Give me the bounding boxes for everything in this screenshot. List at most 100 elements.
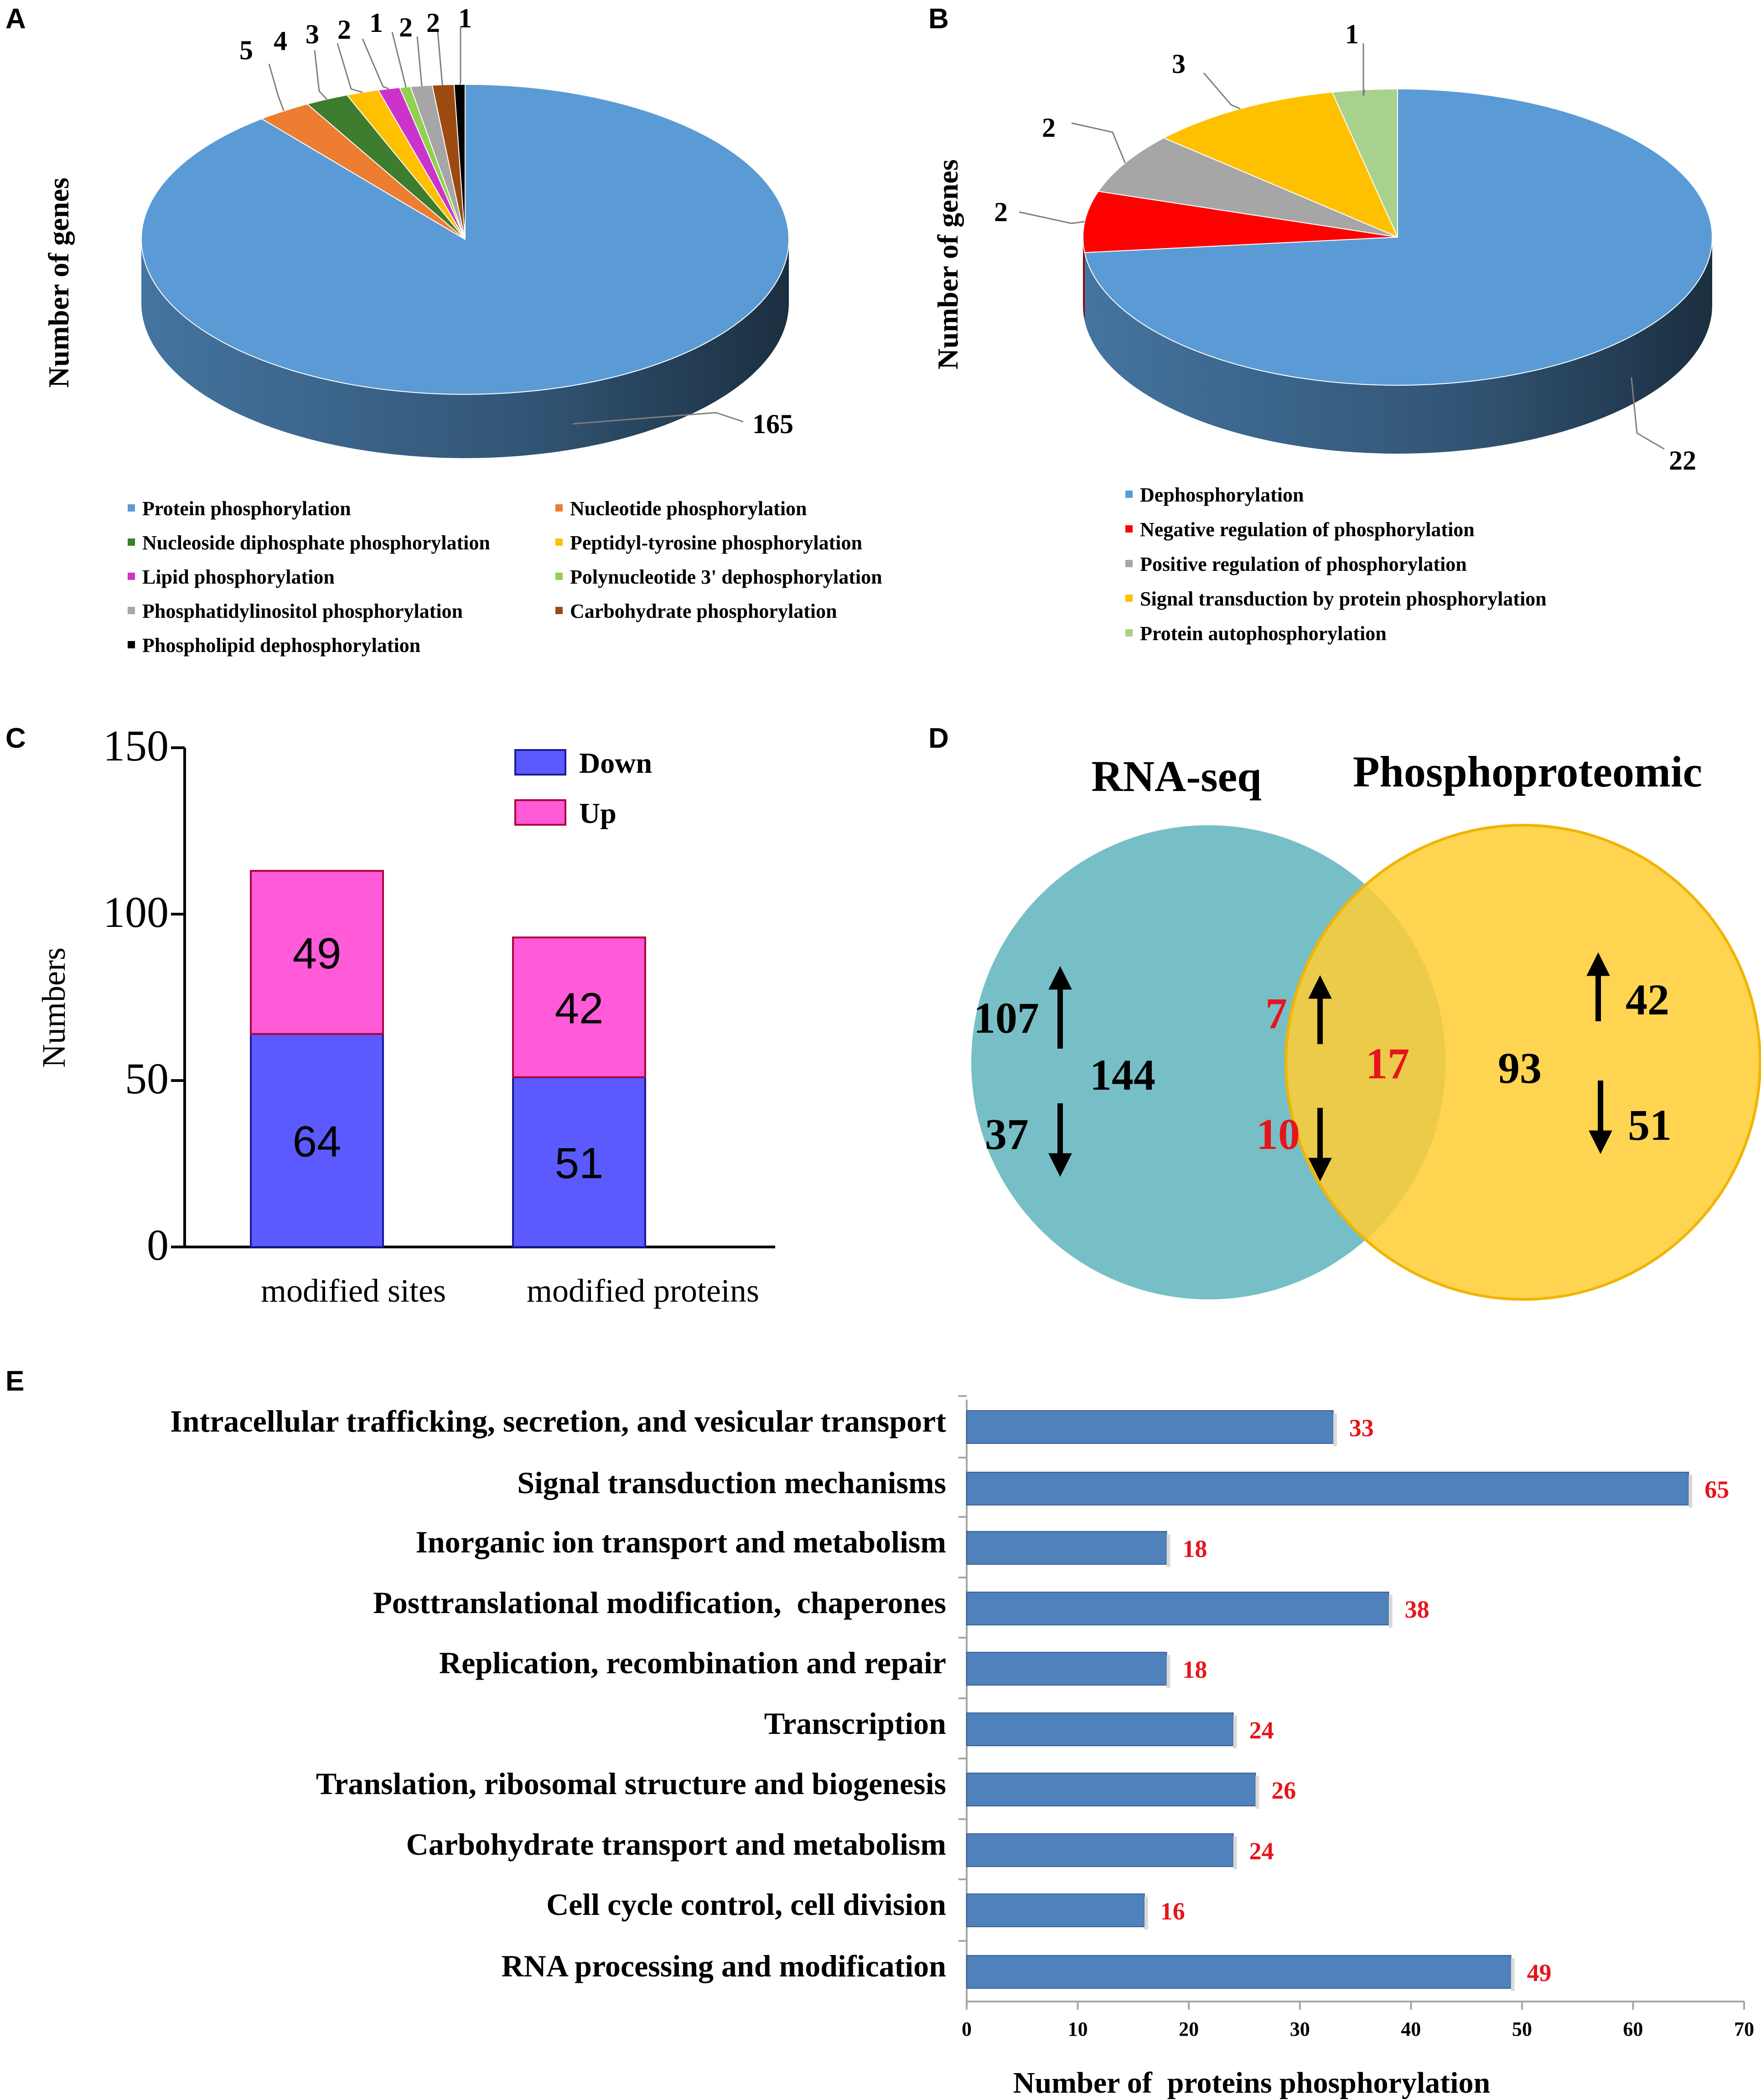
- pie-leader-0: [573, 412, 744, 425]
- panel-e-xlabel: Number of proteins phosphorylation: [1013, 2066, 1490, 2100]
- bar-value-label-1: 65: [1704, 1476, 1729, 1503]
- bar-value-label-4: 18: [1182, 1656, 1207, 1683]
- pie-leader-3: [337, 43, 363, 93]
- legend-label-6: Phosphatidylinositol phosphorylation: [142, 600, 463, 622]
- bar-shadow-4: [1166, 1655, 1171, 1688]
- venn-set-phosphoproteomic: Phosphoproteomic: [1353, 747, 1702, 796]
- y-tick-label: 100: [103, 888, 169, 936]
- pie-leader-7: [437, 31, 444, 86]
- x-category-label-1: modified proteins: [527, 1272, 759, 1309]
- venn-rna-down: 37: [985, 1110, 1029, 1159]
- bar-up-1: [512, 936, 646, 1078]
- pie-side-0: [1084, 237, 1712, 454]
- arrow-down-icon: [1048, 1103, 1072, 1177]
- legend-swatch-1: [555, 504, 563, 512]
- legend-swatch-1: [1125, 525, 1133, 533]
- x-tick-label: 20: [1179, 2018, 1199, 2040]
- venn-overlap-up: 7: [1265, 989, 1287, 1038]
- legend-label-2: Nucleoside diphosphate phosphorylation: [142, 532, 490, 554]
- bar-shadow-6: [1255, 1776, 1259, 1809]
- pie-leader-4: [1362, 43, 1366, 96]
- pie-data-label-3: 3: [306, 19, 319, 49]
- bar-9: [966, 1955, 1512, 1989]
- arrow-down-icon: [1308, 1108, 1332, 1182]
- bar-8: [966, 1893, 1145, 1927]
- pie-data-label-2: 2: [1042, 113, 1056, 143]
- pie-data-label-1: 5: [239, 35, 253, 65]
- pie-leader-2: [314, 50, 327, 100]
- pie-data-label-0: 22: [1669, 445, 1696, 476]
- y-category-label-3: Posttranslational modification, chaperon…: [373, 1585, 946, 1620]
- bar-shadow-5: [1233, 1716, 1237, 1748]
- bar-value-label-6: 26: [1271, 1777, 1296, 1804]
- bar-chart-c: 0 50 100 150 64 49 modified sites 51 42 modified …: [103, 721, 775, 1309]
- bar-shadow-8: [1144, 1897, 1148, 1929]
- bar-4: [966, 1652, 1167, 1686]
- pie-leader-4: [362, 38, 389, 89]
- bar-shadow-9: [1511, 1958, 1515, 1991]
- pie-leader-0: [1631, 377, 1665, 450]
- legend-swatch-up: [514, 799, 566, 826]
- y-tick-label: 0: [147, 1221, 169, 1269]
- legend-label-up: Up: [579, 797, 616, 829]
- y-category-label-5: Transcription: [764, 1706, 946, 1741]
- bar-value-label-7: 24: [1249, 1837, 1274, 1865]
- pie-slice-0: [1084, 88, 1713, 386]
- pie-side-1: [1083, 237, 1085, 321]
- bar-shadow-7: [1233, 1836, 1237, 1869]
- venn-arrows: [1048, 952, 1612, 1182]
- legend-label-4: Protein autophosphorylation: [1140, 622, 1387, 645]
- legend-swatch-5: [555, 573, 563, 580]
- y-category-label-2: Inorganic ion transport and metabolism: [415, 1525, 946, 1559]
- panel-c-letter: C: [5, 723, 26, 754]
- pie-leader-1: [1019, 211, 1085, 224]
- bar-value-label-9: 49: [1527, 1959, 1552, 1986]
- legend-swatch-8: [128, 641, 135, 648]
- panel-d-letter: D: [928, 723, 949, 754]
- pie-data-label-4: 1: [1345, 19, 1359, 49]
- bar-chart-e: 0 10 20 30 40 50 60 70 33 Intracellular trafficki…: [170, 1395, 1754, 2040]
- legend-swatch-3: [555, 538, 563, 546]
- venn-circle-phosphoproteomic: [1284, 824, 1761, 1301]
- legend-swatch-3: [1125, 595, 1133, 602]
- y-tick-label: 150: [103, 721, 169, 770]
- legend-label-5: Polynucleotide 3' dephosphorylation: [570, 566, 882, 588]
- legend-label-3: Signal transduction by protein phosphory…: [1140, 588, 1547, 610]
- x-tick-label: 40: [1401, 2018, 1421, 2040]
- bar-shadow-1: [1688, 1475, 1693, 1508]
- pie-data-label-5: 1: [369, 8, 383, 38]
- pie-data-label-8: 1: [458, 3, 472, 33]
- legend-label-down: Down: [579, 747, 652, 779]
- x-tick-label: 70: [1734, 2018, 1754, 2040]
- y-category-label-4: Replication, recombination and repair: [439, 1645, 946, 1680]
- bar-up-0: [250, 870, 384, 1035]
- pie-data-label-4: 2: [337, 15, 351, 45]
- bar-shadow-2: [1166, 1534, 1171, 1567]
- x-tick-label: 10: [1068, 2018, 1088, 2040]
- pie-data-label-3: 3: [1172, 49, 1186, 79]
- panel-b-ylabel: Number of genes: [932, 160, 964, 370]
- bar-down-label-1: 51: [555, 1139, 604, 1188]
- bar-value-label-5: 24: [1249, 1717, 1274, 1744]
- legend-label-4: Lipid phosphorylation: [142, 566, 335, 588]
- legend-swatch-2: [1125, 560, 1133, 567]
- legend-label-2: Positive regulation of phosphorylation: [1140, 553, 1467, 575]
- legend-swatch-2: [128, 538, 135, 546]
- x-tick-label: 60: [1623, 2018, 1643, 2040]
- legend-swatch-0: [1125, 491, 1133, 498]
- pie-leader-5: [391, 31, 407, 88]
- pie-leader-1: [268, 63, 285, 111]
- venn-phospho-up: 42: [1626, 975, 1669, 1024]
- bar-value-label-3: 38: [1405, 1596, 1430, 1623]
- bar-6: [966, 1773, 1256, 1806]
- y-tick-label: 50: [125, 1054, 169, 1103]
- bar-up-label-0: 49: [293, 929, 342, 978]
- x-tick-label: 30: [1290, 2018, 1310, 2040]
- bar-value-label-8: 16: [1160, 1898, 1185, 1925]
- legend-a: Protein phosphorylation Nucleotide phosph…: [128, 497, 882, 657]
- venn-set-rna-seq: RNA-seq: [1091, 752, 1261, 801]
- legend-label-1: Negative regulation of phosphorylation: [1140, 518, 1475, 541]
- bar-0: [966, 1410, 1334, 1444]
- legend-swatch-6: [128, 607, 135, 614]
- legend-swatch-down: [514, 749, 566, 776]
